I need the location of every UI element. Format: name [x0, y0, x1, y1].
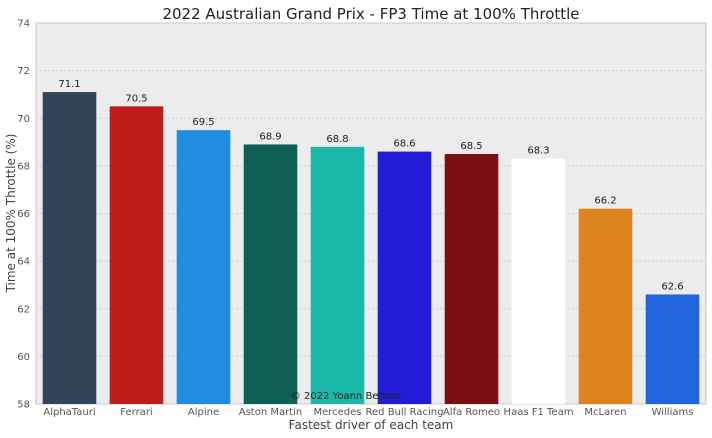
bar-value-label: 68.9	[259, 131, 281, 142]
bar	[176, 130, 231, 404]
y-axis-label: Time at 100% Throttle (%)	[4, 134, 18, 294]
x-tick-label: Ferrari	[120, 407, 152, 418]
bar-value-label: 68.6	[393, 139, 415, 150]
bar-value-label: 68.3	[527, 146, 549, 157]
y-tick-label: 58	[17, 400, 30, 411]
data-labels: 71.1 70.5 69.5 68.9 68.8 68.6 68.5 68.3 66.2 62.6	[58, 79, 683, 292]
bar	[109, 106, 164, 404]
x-tick-label: Red Bull Racing	[366, 407, 444, 418]
x-tick-labels: AlphaTauri Ferrari Alpine Aston Martin Merce…	[43, 407, 693, 418]
x-tick-label: Alfa Romeo	[443, 407, 500, 418]
copyright-annotation: © 2022 Yoann Bethon	[291, 391, 401, 402]
y-tick-label: 62	[17, 304, 30, 315]
bar-value-label: 71.1	[58, 79, 80, 90]
x-tick-label: Mercedes	[313, 407, 361, 418]
bar-value-label: 70.5	[125, 93, 147, 104]
y-tick-label: 74	[17, 19, 30, 30]
bar	[578, 208, 633, 404]
y-tick-label: 72	[17, 66, 30, 77]
bar-value-label: 66.2	[594, 196, 616, 207]
y-tick-label: 70	[17, 114, 30, 125]
bar	[42, 92, 97, 405]
bars	[42, 92, 700, 405]
y-tick-labels: 58 60 62 64 66 68 70 72 74	[17, 19, 30, 411]
bar	[444, 153, 499, 404]
bar	[243, 144, 298, 404]
y-tick-label: 60	[17, 352, 30, 363]
y-tick-label: 68	[17, 161, 30, 172]
bar-value-label: 68.8	[326, 134, 348, 145]
chart-title: 2022 Australian Grand Prix - FP3 Time at…	[162, 5, 579, 23]
x-tick-label: AlphaTauri	[43, 407, 95, 418]
bar-value-label: 62.6	[661, 281, 683, 292]
x-tick-label: Aston Martin	[239, 407, 303, 418]
bar	[511, 158, 566, 404]
bar-value-label: 69.5	[192, 117, 214, 128]
bar	[377, 151, 432, 404]
x-tick-label: Williams	[652, 407, 694, 418]
x-tick-label: McLaren	[584, 407, 626, 418]
x-tick-label: Alpine	[188, 407, 219, 418]
x-tick-label: Haas F1 Team	[504, 407, 574, 418]
x-axis-label: Fastest driver of each team	[289, 418, 454, 432]
y-tick-label: 66	[17, 209, 30, 220]
y-tick-label: 64	[17, 257, 30, 268]
bar	[645, 294, 700, 404]
bar	[310, 146, 365, 404]
bar-value-label: 68.5	[460, 141, 482, 152]
